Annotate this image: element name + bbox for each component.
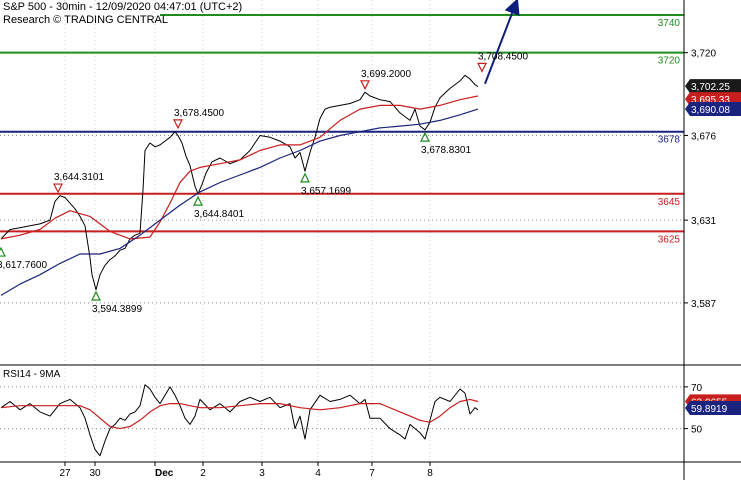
price-tag-label-1: 3,695.33 xyxy=(691,95,730,106)
main-price-line xyxy=(0,74,479,291)
swing-low-marker-5 xyxy=(300,172,310,183)
rsi-sma_fast-line xyxy=(0,398,479,430)
price-tag-label-2: 3,690.08 xyxy=(691,105,730,116)
rsi-tick-label-0: 70 xyxy=(691,383,703,394)
levels: 3740 3720 3678 3645 3625 xyxy=(0,14,684,245)
swing-high-label-1: 3,644.3101 xyxy=(54,172,104,183)
x-tick-label-3: 2 xyxy=(200,468,206,479)
swing-high-marker-6 xyxy=(360,80,370,91)
x-tick-label-7: 8 xyxy=(427,468,433,479)
swing-high-marker-3 xyxy=(173,119,183,130)
swing-low-marker-4 xyxy=(193,195,203,206)
y-tick-label-0: 3,720 xyxy=(691,49,716,60)
x-tick-label-0: 27 xyxy=(59,468,71,479)
rsi-tag-bg-1 xyxy=(685,400,741,415)
rsi-price-line xyxy=(0,384,479,457)
indicator-label: RSI14 - 9MA xyxy=(3,369,61,380)
swing-low-marker-0 xyxy=(0,246,6,257)
x-tick-label-5: 4 xyxy=(315,468,321,479)
price-tag-label-0: 3,702.25 xyxy=(691,82,730,93)
swing-low-label-0: 3,617.7600 xyxy=(0,260,47,271)
price-series-group xyxy=(0,0,520,296)
swing-low-label-7: 3,678.8301 xyxy=(421,145,471,156)
level-label-3740: 3740 xyxy=(658,18,681,29)
x-tick-label-1: 30 xyxy=(89,468,101,479)
swing-low-label-2: 3,594.3899 xyxy=(92,304,142,315)
x-tick-label-6: 7 xyxy=(369,468,375,479)
swing-low-label-5: 3,657.1699 xyxy=(301,186,351,197)
swing-low-marker-2 xyxy=(91,290,101,301)
rsi-tick-label-1: 50 xyxy=(691,425,703,436)
y-tick-label-3: 3,587 xyxy=(691,299,716,310)
swing-low-label-4: 3,644.8401 xyxy=(194,209,244,220)
level-label-3645: 3645 xyxy=(658,197,681,208)
swing-high-label-3: 3,678.4500 xyxy=(174,108,224,119)
level-label-3625: 3625 xyxy=(658,234,681,245)
x-tick-label-4: 3 xyxy=(259,468,265,479)
swing-high-label-6: 3,699.2000 xyxy=(361,69,411,80)
price-tag-bg-2 xyxy=(685,101,741,116)
level-label-3678: 3678 xyxy=(658,135,681,146)
swing-low-marker-7 xyxy=(420,131,430,142)
rsi-series-group xyxy=(0,384,479,457)
price-tags: 3,702.253,695.333,690.0863.065559.8919 xyxy=(685,79,741,415)
research-credit: Research © TRADING CENTRAL xyxy=(3,14,168,26)
rsi-tag-label-1: 59.8919 xyxy=(691,404,728,415)
swing-high-marker-8 xyxy=(477,62,487,73)
main-sma_slow-line xyxy=(0,108,479,296)
annotations: 3,617.7600 3,644.3101 3,594.3899 3,678.4500… xyxy=(0,51,528,315)
chart-title: S&P 500 - 30min - 12/09/2020 04:47:01 (U… xyxy=(3,1,243,13)
y-tick-label-2: 3,631 xyxy=(691,216,716,227)
level-label-3720: 3720 xyxy=(658,56,681,67)
main-sma_fast-line xyxy=(0,95,479,240)
main-grid xyxy=(0,0,684,462)
swing-high-label-8: 3,708.4500 xyxy=(478,51,528,62)
forecast-arrow xyxy=(484,0,520,85)
x-tick-label-2: Dec xyxy=(155,468,174,479)
swing-high-marker-1 xyxy=(53,183,63,194)
price-tag-bg-0 xyxy=(685,79,741,94)
y-tick-label-1: 3,676 xyxy=(691,131,716,142)
